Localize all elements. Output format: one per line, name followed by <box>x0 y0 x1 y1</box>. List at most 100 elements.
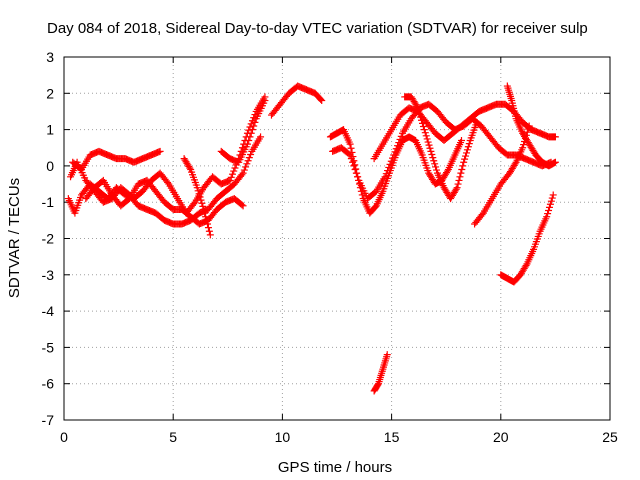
data-point <box>460 158 468 166</box>
data-point <box>420 126 428 134</box>
data-point <box>227 173 235 181</box>
data-point <box>417 113 425 121</box>
data-point <box>244 157 252 165</box>
data-point <box>245 154 253 162</box>
data-point <box>230 167 238 175</box>
data-point <box>416 110 424 118</box>
y-tick-label: 0 <box>46 158 54 174</box>
data-point <box>427 147 435 155</box>
data-point <box>519 144 527 152</box>
data-point <box>545 203 553 211</box>
data-point <box>456 173 464 181</box>
data-point <box>463 146 471 154</box>
data-point <box>473 118 481 126</box>
data-point <box>464 143 472 151</box>
data-point <box>421 129 429 137</box>
data-point <box>551 133 559 141</box>
data-point <box>350 162 358 170</box>
data-point <box>203 216 211 224</box>
data-point <box>462 149 470 157</box>
plot-frame <box>63 56 611 421</box>
data-point <box>415 107 423 115</box>
y-tick-label: -4 <box>42 303 55 319</box>
data-point <box>197 196 205 204</box>
data-point <box>423 135 431 143</box>
x-tick-label: 15 <box>384 429 400 445</box>
data-point <box>454 180 462 188</box>
data-point <box>193 184 201 192</box>
y-tick-label: 1 <box>46 122 54 138</box>
data-point <box>317 96 325 104</box>
data-point <box>242 163 250 171</box>
data-point <box>194 187 202 195</box>
data-point <box>461 155 469 163</box>
data-point <box>462 152 470 160</box>
data-point <box>247 129 255 137</box>
y-tick-label: -6 <box>42 376 55 392</box>
data-point <box>433 166 441 174</box>
data-point <box>204 224 212 232</box>
series-track-e <box>180 155 214 239</box>
data-point <box>186 164 194 172</box>
data-point <box>345 150 353 158</box>
data-point <box>548 194 556 202</box>
data-point <box>546 200 554 208</box>
data-point <box>247 150 255 158</box>
data-point <box>419 122 427 130</box>
series-track-n <box>497 191 557 286</box>
data-point <box>524 125 532 133</box>
data-point <box>318 97 326 105</box>
data-point <box>425 141 433 149</box>
data-point <box>478 211 486 219</box>
series-track-k <box>401 93 481 203</box>
data-point <box>397 132 405 140</box>
data-point <box>551 158 559 166</box>
data-points-layer <box>64 82 559 395</box>
x-tick-label: 20 <box>493 429 509 445</box>
data-point <box>394 142 402 150</box>
series-track-d <box>82 176 247 228</box>
series-track-g <box>267 82 326 119</box>
data-point <box>195 190 203 198</box>
data-point <box>395 139 403 147</box>
data-point <box>396 135 404 143</box>
data-point <box>453 184 461 192</box>
data-point <box>452 185 460 193</box>
data-point <box>261 97 269 105</box>
y-tick-label: -1 <box>42 194 55 210</box>
data-point <box>385 163 393 171</box>
data-point <box>238 171 246 179</box>
data-point <box>250 122 258 130</box>
data-point <box>387 157 395 165</box>
data-point <box>190 200 198 208</box>
data-point <box>200 205 208 213</box>
data-point <box>204 220 212 228</box>
data-point <box>426 144 434 152</box>
data-point <box>347 144 355 152</box>
data-point <box>413 102 421 110</box>
data-point <box>351 166 359 174</box>
data-point <box>164 178 172 186</box>
data-point <box>246 133 254 141</box>
data-point <box>228 170 236 178</box>
data-point <box>231 164 239 172</box>
data-point <box>198 199 206 207</box>
data-point <box>457 136 465 144</box>
data-point <box>156 147 164 155</box>
data-point <box>544 210 552 218</box>
data-point <box>459 162 467 170</box>
data-point <box>382 170 390 178</box>
data-point <box>414 104 422 112</box>
data-point <box>199 202 207 210</box>
y-tick-label: -7 <box>42 412 55 428</box>
data-point <box>523 128 531 136</box>
series-track-m <box>503 82 559 170</box>
data-point <box>201 209 209 217</box>
data-point <box>205 227 213 235</box>
y-axis-title: SDTVAR / TECUs <box>6 178 23 298</box>
data-point <box>354 173 362 181</box>
y-tick-label: -2 <box>42 231 55 247</box>
data-point <box>543 213 551 221</box>
data-point <box>390 151 398 159</box>
